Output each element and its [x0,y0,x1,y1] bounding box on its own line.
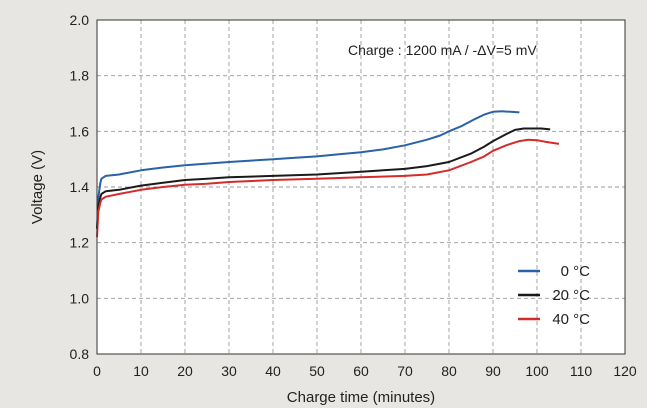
y-tick-label: 0.8 [70,346,90,362]
x-tick-label: 120 [613,363,637,379]
y-tick-label: 1.0 [70,290,90,306]
x-tick-label: 80 [441,363,457,379]
series-line-2 [96,138,560,238]
x-tick-label: 10 [133,363,149,379]
x-tick-label: 70 [397,363,413,379]
x-tick-label: 50 [309,363,325,379]
y-tick-label: 1.6 [70,123,90,139]
y-tick-label: 1.8 [70,68,90,84]
series-line-1 [96,127,551,229]
series-line-0 [96,110,520,229]
y-tick-labels: 0.8 1.0 1.2 1.4 1.6 1.8 2.0 [70,12,90,362]
x-tick-label: 0 [93,363,101,379]
x-tick-label: 100 [525,363,549,379]
annotation: Charge : 1200 mA / -ΔV=5 mV [348,42,537,58]
legend-label: 0 °C [561,263,591,280]
x-tick-label: 30 [221,363,237,379]
x-tick-label: 90 [485,363,501,379]
y-tick-label: 2.0 [70,12,90,28]
legend-label: 40 °C [552,311,590,328]
x-tick-label: 60 [353,363,369,379]
x-tick-label: 20 [177,363,193,379]
y-tick-label: 1.4 [70,179,90,195]
legend: 0 °C 20 °C 40 °C [518,263,590,328]
grid-lines [97,20,625,354]
series-lines [96,110,560,238]
y-axis-label: Voltage (V) [29,150,46,224]
x-tick-label: 110 [570,363,593,379]
x-tick-label: 40 [265,363,281,379]
legend-label: 20 °C [552,287,590,304]
x-tick-labels: 0 10 20 30 40 50 60 70 80 90 100 110 120 [93,363,637,379]
x-axis-label: Charge time (minutes) [287,389,435,406]
y-tick-label: 1.2 [70,235,90,251]
plot-frame [96,19,626,355]
